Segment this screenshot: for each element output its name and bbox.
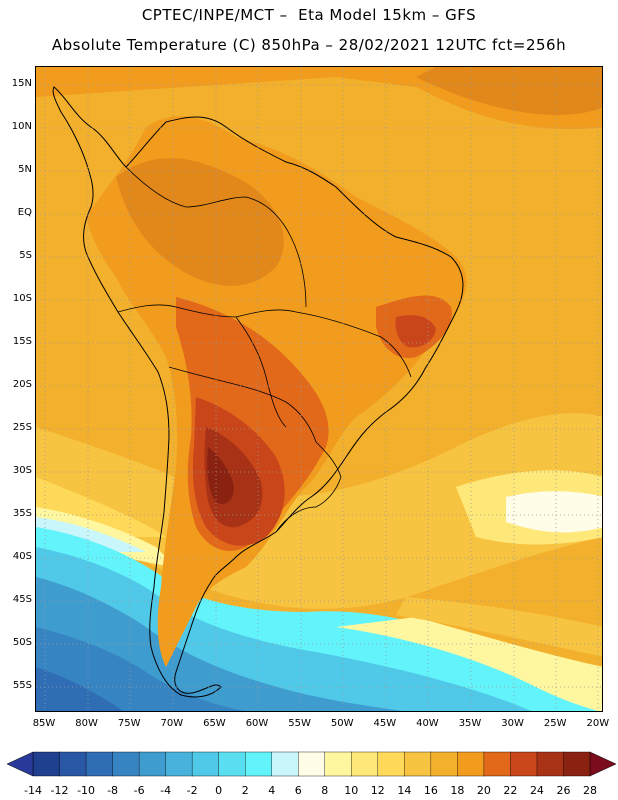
- colorbar-tick-label: 0: [215, 784, 223, 797]
- colorbar-segment: [138, 751, 167, 777]
- colorbar-tick-label: -14: [24, 784, 42, 797]
- longitude-label: 55W: [288, 718, 311, 729]
- colorbar-tick-label: 12: [370, 784, 385, 797]
- colorbar-segment: [298, 751, 326, 777]
- colorbar-segment: [404, 751, 432, 777]
- longitude-label: 70W: [160, 718, 184, 729]
- longitude-label: 20W: [586, 718, 610, 729]
- colorbar-segments: [6, 751, 617, 777]
- colorbar-tick-label: -12: [50, 784, 69, 797]
- latitude-label: 20S: [12, 379, 32, 390]
- longitude-label: 80W: [75, 718, 98, 729]
- colorbar-segment: [324, 751, 352, 777]
- longitude-label: 25W: [543, 718, 567, 729]
- longitude-label: 50W: [330, 718, 354, 729]
- field-south-atlantic-orange: [396, 597, 602, 657]
- border-brazil-west: [235, 316, 287, 428]
- border-brazil-states: [295, 311, 412, 378]
- latitude-label: 5N: [18, 164, 32, 175]
- colorbar-tick-label: 6: [294, 784, 302, 797]
- colorbar-segment: [377, 751, 406, 777]
- south-america-coastline: [52, 86, 464, 698]
- colorbar-tick-label: 4: [268, 784, 276, 797]
- longitude-label: 30W: [501, 718, 524, 729]
- map-title-line-2: Absolute Temperature (C) 850hPa – 28/02/…: [51, 36, 567, 54]
- colorbar-segment: [59, 751, 87, 777]
- colorbar-segment: [112, 751, 140, 777]
- temperature-map: [35, 66, 603, 712]
- colorbar-segment: [510, 751, 538, 777]
- colorbar-tick-label: 22: [503, 784, 518, 797]
- colorbar-segment: [165, 751, 193, 777]
- field-argentina-hottest: [207, 447, 234, 504]
- colorbar-segment: [536, 751, 565, 777]
- graticule: [36, 67, 602, 711]
- field-south-atlantic-yellow: [336, 617, 602, 711]
- latitude-label: 40S: [12, 551, 32, 562]
- field-northeast-warm: [416, 67, 602, 116]
- latitude-label: 50S: [12, 637, 32, 648]
- colorbar-segment: [191, 751, 220, 777]
- colorbar-tick-label: 16: [423, 784, 438, 797]
- field-cold-blue-4: [36, 667, 124, 711]
- latitude-label: 5S: [19, 250, 32, 261]
- border-bolivia: [168, 366, 317, 443]
- colorbar-tick-label: 18: [450, 784, 465, 797]
- latitude-label: 55S: [12, 680, 32, 691]
- colorbar-segment: [244, 751, 273, 777]
- colorbar-tick-label: 20: [476, 784, 491, 797]
- colorbar-high-arrow: [589, 751, 617, 777]
- latitude-label: 15S: [12, 336, 32, 347]
- colorbar-low-arrow: [6, 751, 34, 777]
- colorbar-tick-label: 26: [556, 784, 571, 797]
- colorbar-segment: [271, 751, 299, 777]
- temperature-colorbar: [6, 751, 617, 777]
- colorbar-tick-label: -10: [77, 784, 96, 797]
- field-amazon-warm: [116, 158, 284, 286]
- colorbar-tick-label: -4: [160, 784, 172, 797]
- latitude-label: 10S: [12, 293, 32, 304]
- border-north: [125, 166, 307, 308]
- colorbar-segment: [85, 751, 114, 777]
- latitude-label: 45S: [12, 594, 32, 605]
- longitude-label: 40W: [416, 718, 439, 729]
- colorbar-tick-label: -6: [133, 784, 145, 797]
- colorbar-segment: [563, 751, 591, 777]
- colorbar-segment: [351, 751, 379, 777]
- border-peru-brazil: [117, 304, 297, 318]
- colorbar-tick-label: 28: [583, 784, 597, 797]
- colorbar-segment: [457, 751, 485, 777]
- colorbar-segment: [32, 751, 61, 777]
- colorbar-tick-label: 10: [344, 784, 359, 797]
- longitude-label: 75W: [117, 718, 141, 729]
- border-uruguay: [275, 506, 317, 533]
- field-southeast-pale: [506, 491, 602, 533]
- longitude-label: 45W: [373, 718, 397, 729]
- colorbar-segment: [218, 751, 246, 777]
- field-ne-brazil-hot: [395, 315, 436, 348]
- temperature-map-canvas: [36, 67, 602, 711]
- colorbar-tick-label: 8: [321, 784, 329, 797]
- longitude-label: 35W: [458, 718, 482, 729]
- longitude-label: 60W: [245, 718, 269, 729]
- colorbar-tick-label: -2: [186, 784, 198, 797]
- colorbar-tick-label: 2: [241, 784, 249, 797]
- latitude-label: 15N: [11, 78, 32, 89]
- latitude-label: 30S: [12, 465, 32, 476]
- colorbar-segment: [483, 751, 512, 777]
- map-title-line-1: CPTEC/INPE/MCT – Eta Model 15km – GFS: [141, 6, 477, 24]
- latitude-label: EQ: [17, 207, 32, 218]
- latitude-label: 35S: [12, 508, 32, 519]
- colorbar-segment: [430, 751, 459, 777]
- border-paraguay: [315, 441, 342, 508]
- colorbar-tick-label: -8: [107, 784, 119, 797]
- latitude-label: 10N: [11, 121, 32, 132]
- colorbar-tick-label: 14: [397, 784, 412, 797]
- latitude-label: 25S: [12, 422, 32, 433]
- longitude-label: 65W: [203, 718, 226, 729]
- longitude-label: 85W: [32, 718, 56, 729]
- colorbar-tick-label: 24: [529, 784, 544, 797]
